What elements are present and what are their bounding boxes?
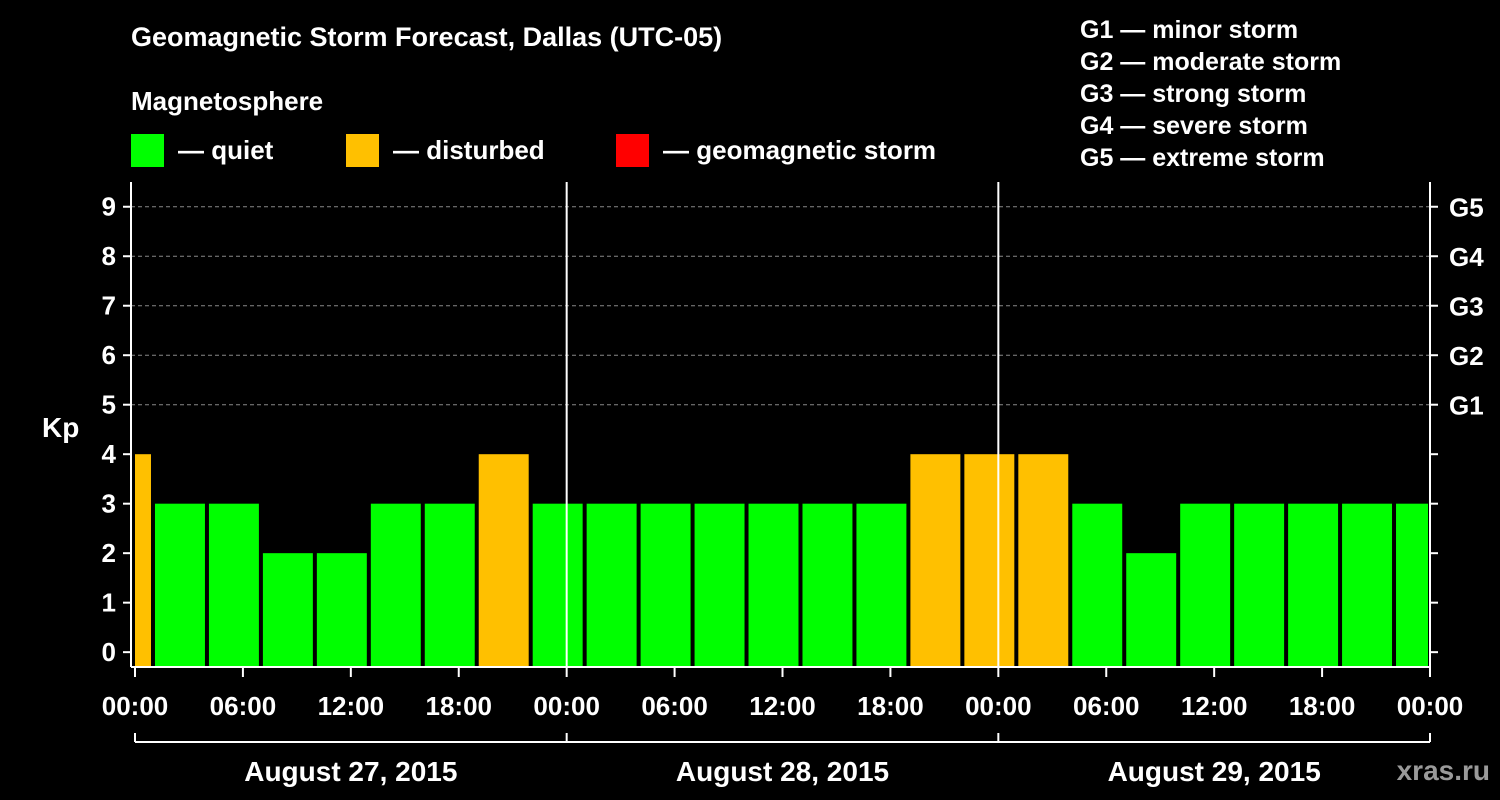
y-tick-label-1: 1 — [102, 588, 116, 618]
x-tick-label-0: 00:00 — [102, 691, 169, 721]
y-axis-label: Kp — [42, 412, 80, 443]
legend-subtitle: Magnetosphere — [131, 86, 324, 116]
kp-bar-0 — [135, 454, 151, 667]
storm-scale-g2: G2 — moderate storm — [1080, 48, 1342, 76]
x-tick-label-4: 00:00 — [533, 691, 600, 721]
g-level-label-g3: G3 — [1449, 292, 1484, 322]
kp-bar-24 — [1396, 503, 1428, 667]
g-level-label-g5: G5 — [1449, 193, 1484, 223]
x-tick-label-7: 18:00 — [857, 691, 924, 721]
kp-bar-18 — [1072, 503, 1123, 667]
kp-bar-8 — [532, 503, 583, 667]
kp-bar-13 — [802, 503, 853, 667]
kp-bar-14 — [856, 503, 907, 667]
y-tick-label-7: 7 — [102, 291, 116, 321]
storm-scale-g3: G3 — strong storm — [1080, 80, 1307, 108]
kp-bar-11 — [694, 503, 745, 667]
y-tick-label-3: 3 — [102, 489, 116, 519]
y-tick-label-5: 5 — [102, 390, 116, 420]
kp-bar-23 — [1342, 503, 1393, 667]
legend-item-disturbed: — disturbed — [346, 133, 545, 167]
quiet-swatch — [131, 133, 164, 167]
kp-bar-16 — [964, 454, 1015, 667]
storm-scale-g4: G4 — severe storm — [1080, 112, 1308, 140]
x-tick-label-10: 12:00 — [1181, 691, 1248, 721]
kp-bar-5 — [370, 503, 421, 667]
y-tick-label-0: 0 — [102, 637, 116, 667]
kp-bar-9 — [586, 503, 637, 667]
kp-bar-1 — [154, 503, 205, 667]
legend-item-quiet: — quiet — [131, 133, 273, 167]
x-tick-label-3: 18:00 — [426, 691, 493, 721]
date-label-1: August 28, 2015 — [676, 756, 889, 787]
kp-bar-6 — [424, 503, 475, 667]
date-label-0: August 27, 2015 — [244, 756, 457, 787]
date-label-2: August 29, 2015 — [1108, 756, 1321, 787]
legend-label-disturbed: — disturbed — [393, 134, 545, 165]
storm-scale-g5: G5 — extreme storm — [1080, 144, 1325, 172]
y-tick-label-9: 9 — [102, 192, 116, 222]
x-tick-label-5: 06:00 — [641, 691, 708, 721]
y-tick-label-8: 8 — [102, 241, 116, 271]
x-tick-label-2: 12:00 — [318, 691, 385, 721]
g-level-label-g2: G2 — [1449, 341, 1484, 371]
kp-bar-2 — [208, 503, 259, 667]
kp-bar-7 — [478, 454, 529, 667]
kp-bar-15 — [910, 454, 961, 667]
kp-bar-12 — [748, 503, 799, 667]
legend-label-quiet: — quiet — [178, 134, 274, 165]
x-tick-label-1: 06:00 — [210, 691, 277, 721]
chart-title: Geomagnetic Storm Forecast, Dallas (UTC-… — [131, 22, 723, 52]
x-tick-label-9: 06:00 — [1073, 691, 1140, 721]
kp-bar-17 — [1018, 454, 1069, 667]
g-level-label-g4: G4 — [1449, 242, 1484, 272]
kp-bar-21 — [1234, 503, 1285, 667]
y-tick-label-6: 6 — [102, 340, 116, 370]
kp-bar-20 — [1180, 503, 1231, 667]
storm-scale-g1: G1 — minor storm — [1080, 16, 1299, 44]
kp-bar-10 — [640, 503, 691, 667]
x-tick-label-11: 18:00 — [1289, 691, 1356, 721]
x-tick-label-12: 00:00 — [1397, 691, 1464, 721]
legend-label-storm: — geomagnetic storm — [663, 134, 937, 165]
kp-bar-4 — [316, 553, 367, 667]
disturbed-swatch — [346, 133, 379, 167]
watermark: xras.ru — [1396, 755, 1490, 786]
y-tick-label-2: 2 — [102, 538, 116, 568]
x-tick-label-6: 12:00 — [749, 691, 816, 721]
storm-swatch — [616, 133, 649, 167]
kp-bar-19 — [1126, 553, 1177, 667]
storm-scale-legend: G1 — minor storm G2 — moderate storm G3 … — [1080, 14, 1341, 174]
x-tick-label-8: 00:00 — [965, 691, 1032, 721]
kp-bar-3 — [262, 553, 313, 667]
g-level-label-g1: G1 — [1449, 391, 1484, 421]
legend-item-storm: — geomagnetic storm — [616, 133, 936, 167]
y-tick-label-4: 4 — [102, 439, 117, 469]
kp-bar-22 — [1288, 503, 1339, 667]
